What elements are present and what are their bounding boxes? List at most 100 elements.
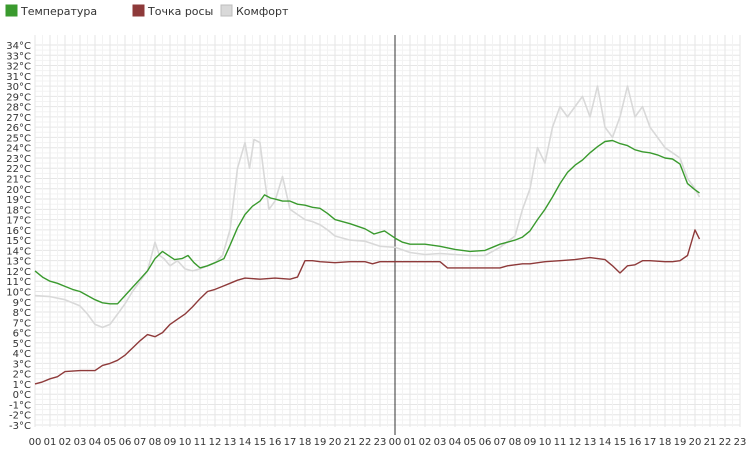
- x-tick-label: 04: [449, 437, 462, 448]
- y-tick-label: 25°C: [6, 133, 31, 144]
- y-tick-label: 24°C: [6, 144, 31, 155]
- x-tick-label: 20: [329, 437, 342, 448]
- x-tick-label: 14: [599, 437, 612, 448]
- y-tick-label: 23°C: [6, 154, 31, 165]
- x-tick-label: 19: [674, 437, 687, 448]
- x-tick-label: 02: [59, 437, 72, 448]
- y-tick-label: 32°C: [6, 62, 31, 73]
- x-tick-label: 01: [404, 437, 417, 448]
- y-tick-label: -1°C: [9, 400, 31, 411]
- x-tick-label: 19: [314, 437, 327, 448]
- y-tick-label: 18°C: [6, 205, 31, 216]
- y-tick-label: 2°C: [13, 370, 31, 381]
- x-tick-label: 03: [74, 437, 87, 448]
- x-tick-label: 23: [734, 437, 747, 448]
- legend-swatch: [5, 4, 18, 17]
- legend-label: Температура: [20, 5, 97, 18]
- x-tick-label: 05: [464, 437, 477, 448]
- y-tick-label: 16°C: [6, 226, 31, 237]
- x-tick-label: 07: [134, 437, 147, 448]
- y-tick-label: 4°C: [13, 349, 31, 360]
- x-tick-label: 15: [254, 437, 267, 448]
- x-tick-label: 20: [689, 437, 702, 448]
- x-tick-label: 18: [659, 437, 672, 448]
- series-line-Комфорт: [34, 85, 701, 329]
- x-tick-label: 17: [644, 437, 657, 448]
- y-tick-label: 34°C: [6, 41, 31, 52]
- x-tick-label: 09: [524, 437, 537, 448]
- y-tick-label: 14°C: [6, 246, 31, 257]
- x-tick-label: 23: [374, 437, 387, 448]
- x-tick-label: 13: [584, 437, 597, 448]
- x-tick-label: 03: [434, 437, 447, 448]
- y-tick-label: 22°C: [6, 164, 31, 175]
- x-tick-label: 13: [224, 437, 237, 448]
- y-tick-label: 29°C: [6, 92, 31, 103]
- y-tick-label: 8°C: [13, 308, 31, 319]
- legend-label: Комфорт: [236, 5, 289, 18]
- y-tick-label: 10°C: [6, 287, 31, 298]
- legend-swatch: [220, 4, 233, 17]
- x-axis-ticks: 00 01 02 03 04 05 06 07 08 09 10 11 12 13 14 15 16 17 18 19…: [29, 437, 747, 448]
- x-tick-label: 14: [239, 437, 252, 448]
- x-tick-label: 05: [104, 437, 117, 448]
- y-tick-label: 21°C: [6, 175, 31, 186]
- x-tick-label: 16: [269, 437, 282, 448]
- x-tick-label: 17: [284, 437, 297, 448]
- y-tick-label: 26°C: [6, 123, 31, 134]
- x-tick-label: 08: [149, 437, 162, 448]
- y-tick-label: 3°C: [13, 359, 31, 370]
- y-tick-label: 15°C: [6, 236, 31, 247]
- x-tick-label: 10: [179, 437, 192, 448]
- y-tick-label: 30°C: [6, 82, 31, 93]
- y-axis-ticks: -3°C-2°C-1°C0°C1°C2°C3°C4°C5°C6°C7°C8°C9…: [6, 41, 31, 432]
- y-tick-label: 27°C: [6, 113, 31, 124]
- legend-item[interactable]: Комфорт: [220, 4, 289, 18]
- y-tick-label: -2°C: [9, 411, 31, 422]
- x-tick-label: 12: [569, 437, 582, 448]
- y-tick-label: 6°C: [13, 329, 31, 340]
- x-tick-label: 22: [719, 437, 732, 448]
- chart-series: [34, 85, 701, 385]
- x-tick-label: 22: [359, 437, 372, 448]
- series-line-Точка росы: [34, 229, 701, 385]
- y-tick-label: 20°C: [6, 185, 31, 196]
- legend-item[interactable]: Температура: [5, 4, 97, 18]
- x-tick-label: 00: [389, 437, 402, 448]
- x-tick-label: 06: [119, 437, 132, 448]
- y-tick-label: -3°C: [9, 421, 31, 432]
- y-tick-label: 28°C: [6, 103, 31, 114]
- x-tick-label: 01: [44, 437, 57, 448]
- x-tick-label: 11: [194, 437, 207, 448]
- x-tick-label: 15: [614, 437, 627, 448]
- y-tick-label: 7°C: [13, 318, 31, 329]
- y-tick-label: 5°C: [13, 339, 31, 350]
- y-tick-label: 12°C: [6, 267, 31, 278]
- y-tick-label: 19°C: [6, 195, 31, 206]
- x-tick-label: 10: [539, 437, 552, 448]
- x-tick-label: 09: [164, 437, 177, 448]
- x-tick-label: 21: [344, 437, 357, 448]
- y-tick-label: 9°C: [13, 298, 31, 309]
- y-tick-label: 13°C: [6, 257, 31, 268]
- x-tick-label: 02: [419, 437, 432, 448]
- x-tick-label: 21: [704, 437, 717, 448]
- y-tick-label: 17°C: [6, 216, 31, 227]
- series-line-Температура: [34, 139, 700, 305]
- chart-legend[interactable]: Температура Точка росы Комфорт: [5, 4, 289, 18]
- x-tick-label: 18: [299, 437, 312, 448]
- legend-label: Точка росы: [147, 5, 213, 18]
- x-tick-label: 04: [89, 437, 102, 448]
- legend-swatch: [132, 4, 145, 17]
- x-tick-label: 12: [209, 437, 222, 448]
- y-tick-label: 0°C: [13, 390, 31, 401]
- x-tick-label: 08: [509, 437, 522, 448]
- x-tick-label: 16: [629, 437, 642, 448]
- y-tick-label: 11°C: [6, 277, 31, 288]
- y-tick-label: 1°C: [13, 380, 31, 391]
- x-tick-label: 07: [494, 437, 507, 448]
- x-tick-label: 06: [479, 437, 492, 448]
- legend-item[interactable]: Точка росы: [132, 4, 213, 18]
- y-tick-label: 31°C: [6, 72, 31, 83]
